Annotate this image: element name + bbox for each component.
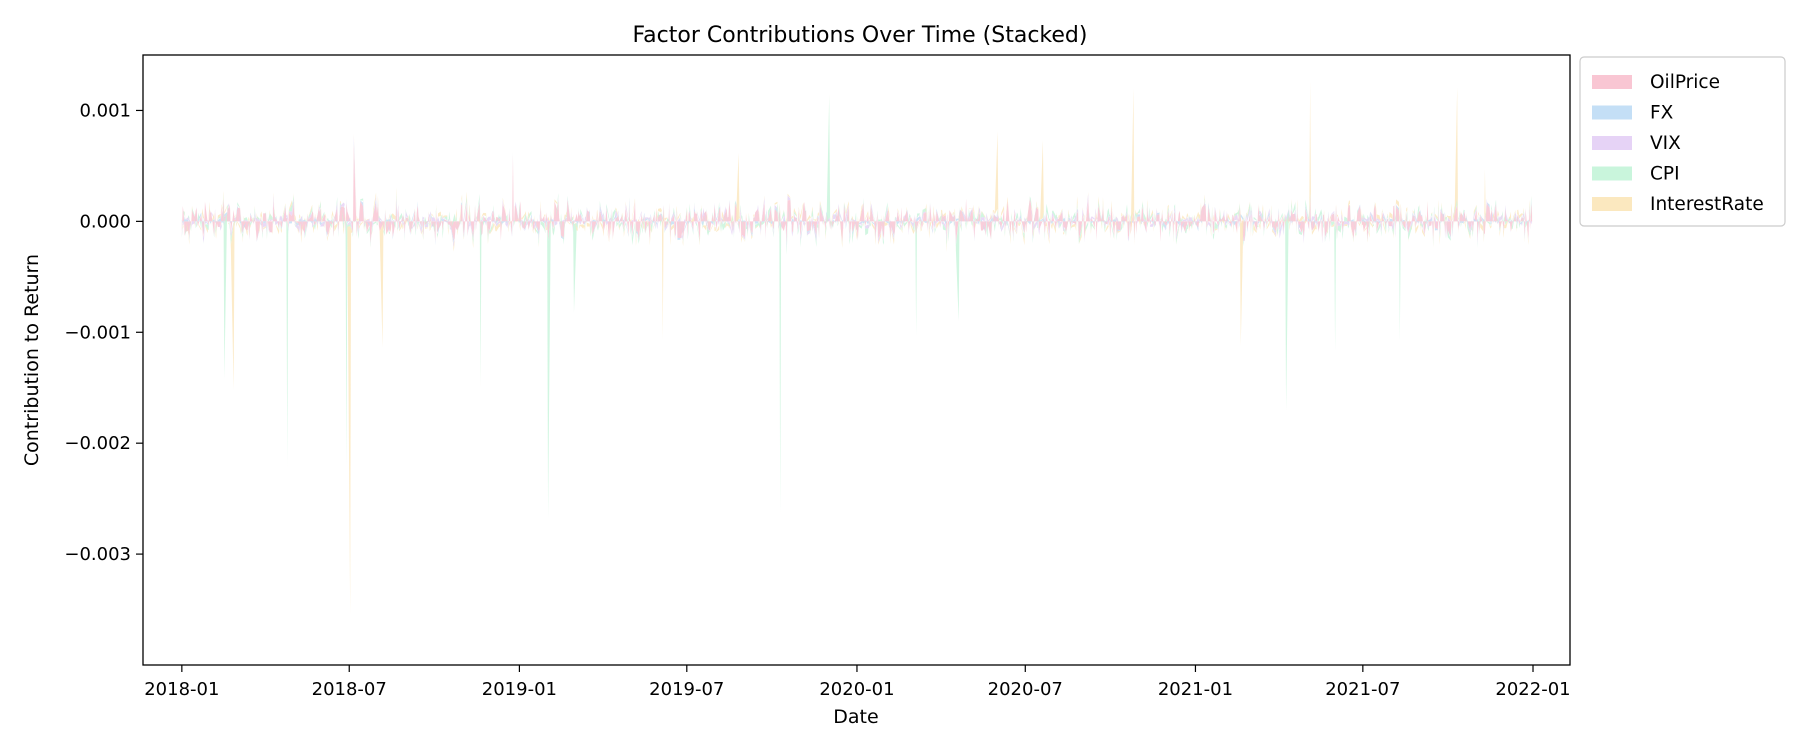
x-axis: 2018-01 2018-07 2019-01 2019-07 2020-01 2020-… — [144, 665, 1571, 700]
legend-swatch-cpi — [1592, 166, 1632, 181]
legend-label-cpi: CPI — [1650, 164, 1680, 185]
x-tick-label: 2020-01 — [819, 679, 894, 700]
series-area-oilprice — [181, 143, 1533, 244]
x-tick-label: 2019-01 — [482, 679, 557, 700]
legend-swatch-fx — [1592, 105, 1632, 120]
x-tick-label: 2022-01 — [1495, 679, 1570, 700]
x-tick-label: 2021-07 — [1325, 679, 1400, 700]
chart-title: Factor Contributions Over Time (Stacked) — [633, 23, 1088, 48]
x-tick-label: 2019-07 — [649, 679, 724, 700]
y-tick-label: −0.003 — [64, 544, 131, 565]
legend: OilPrice FX VIX CPI InterestRate — [1579, 56, 1786, 227]
y-tick-label: −0.001 — [64, 322, 131, 343]
legend-label-vix: VIX — [1650, 133, 1681, 154]
legend-swatch-vix — [1592, 136, 1632, 150]
x-tick-label: 2021-01 — [1158, 679, 1233, 700]
legend-swatch-interestrate — [1592, 197, 1632, 211]
y-axis: −0.003 −0.002 −0.001 0.000 0.001 — [64, 100, 143, 565]
series-area-group — [181, 81, 1533, 615]
legend-label-oilprice: OilPrice — [1650, 72, 1720, 93]
x-axis-label: Date — [833, 706, 878, 728]
legend-label-interestrate: InterestRate — [1650, 194, 1764, 215]
series-area-cpi — [181, 95, 1533, 519]
y-axis-label: Contribution to Return — [21, 254, 43, 466]
y-tick-label: 0.001 — [79, 100, 131, 121]
y-tick-label: 0.000 — [79, 211, 131, 232]
legend-frame — [1579, 56, 1786, 227]
y-tick-label: −0.002 — [64, 433, 131, 454]
legend-label-fx: FX — [1650, 103, 1674, 124]
x-tick-label: 2018-07 — [312, 679, 387, 700]
x-tick-label: 2018-01 — [144, 679, 219, 700]
series-area-interestrate — [181, 81, 1533, 615]
plot-frame — [142, 54, 1571, 666]
x-tick-label: 2020-07 — [988, 679, 1063, 700]
legend-swatch-oilprice — [1592, 75, 1632, 89]
plot-area — [142, 54, 1571, 666]
